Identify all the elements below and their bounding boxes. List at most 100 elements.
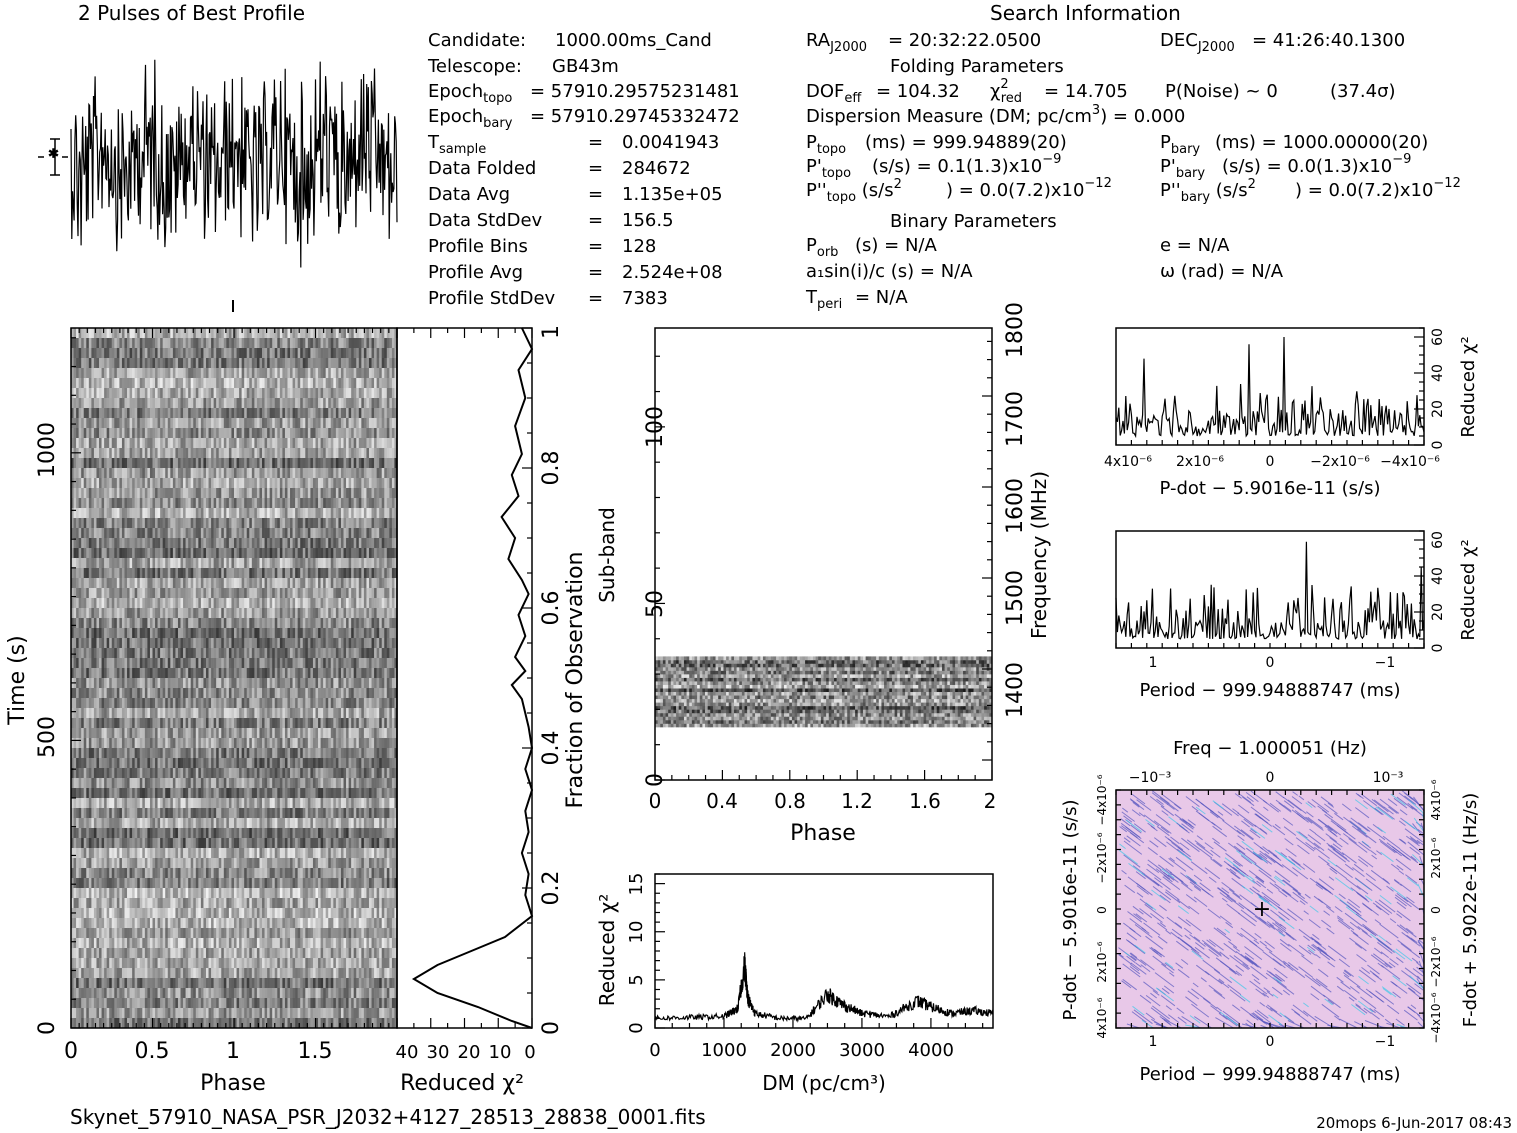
time-phase-cell [208,348,212,359]
time-phase-cell [83,458,87,469]
time-phase-cell [312,378,316,389]
time-phase-cell [239,638,242,649]
time-phase-cell [91,338,95,349]
time-phase-cell [71,348,74,359]
time-phase-cell [106,328,110,339]
time-phase-cell [307,598,311,609]
time-phase-cell [142,398,146,409]
time-phase-cell [389,448,393,459]
time-phase-cell [116,608,120,619]
time-phase-cell [86,468,90,479]
time-phase-cell [101,368,105,379]
time-phase-cell [190,438,194,449]
time-phase-cell [351,608,355,619]
time-phase-cell [73,458,77,469]
time-phase-cell [93,498,97,509]
time-phase-cell [91,578,95,589]
time-phase-cell [363,678,367,689]
time-phase-cell [300,428,304,439]
time-phase-cell [254,388,258,399]
time-phase-cell [343,638,347,649]
time-phase-cell [310,378,314,389]
time-phase-cell [116,688,120,699]
time-phase-cell [109,698,113,709]
time-phase-cell [389,348,393,359]
time-phase-cell [323,538,326,549]
time-phase-cell [127,488,130,499]
time-phase-cell [262,398,265,409]
time-phase-cell [101,568,105,579]
time-phase-cell [262,528,265,539]
time-phase-cell [183,638,186,649]
time-phase-cell [172,708,176,719]
time-phase-cell [351,398,355,409]
time-phase-cell [318,628,321,639]
time-phase-cell [346,648,349,659]
time-phase-cell [287,548,291,559]
time-phase-cell [180,588,184,599]
time-phase-cell [165,418,169,429]
time-phase-cell [333,598,337,609]
time-phase-cell [307,468,311,479]
time-phase-cell [371,678,375,689]
time-phase-cell [88,398,92,409]
time-phase-cell [302,328,306,339]
time-phase-cell [86,538,90,549]
time-phase-cell [297,508,301,519]
time-phase-cell [264,588,268,599]
time-phase-cell [394,348,398,359]
time-phase-cell [231,478,235,489]
time-phase-cell [172,418,176,429]
time-phase-cell [134,498,138,509]
time-phase-cell [172,598,176,609]
time-phase-cell [116,338,120,349]
time-phase-cell [391,428,395,439]
time-phase-cell [172,428,176,439]
time-phase-heatmap [71,328,398,1029]
time-phase-cell [149,478,153,489]
time-phase-cell [351,588,355,599]
time-phase-cell [78,398,82,409]
time-phase-cell [208,548,212,559]
time-phase-cell [228,568,232,579]
time-phase-cell [203,458,207,469]
time-phase-cell [249,338,253,349]
time-phase-cell [177,708,181,719]
time-phase-cell [267,648,270,659]
time-phase-cell [121,648,125,659]
time-phase-cell [290,528,293,539]
time-phase-cell [124,428,128,439]
time-phase-cell [208,628,212,639]
time-phase-cell [228,338,232,349]
time-phase-cell [366,658,370,669]
time-phase-cell [325,578,329,589]
time-phase-cell [234,468,237,479]
time-phase-cell [239,358,242,369]
time-phase-cell [91,608,95,619]
time-phase-cell [134,638,138,649]
time-phase-cell [267,468,270,479]
time-phase-cell [305,458,309,469]
time-phase-cell [287,368,291,379]
time-phase-cell [124,398,128,409]
time-phase-cell [195,368,199,379]
time-phase-cell [205,388,209,399]
time-phase-cell [274,478,278,489]
time-phase-cell [320,348,324,359]
time-phase-cell [256,538,260,549]
time-phase-cell [183,678,186,689]
time-phase-cell [152,398,156,409]
time-phase-cell [228,418,232,429]
time-phase-cell [295,338,298,349]
time-phase-cell [274,378,278,389]
time-phase-cell [83,358,87,369]
time-phase-cell [101,638,105,649]
time-phase-cell [149,608,153,619]
time-phase-cell [211,528,214,539]
time-phase-cell [104,508,107,519]
time-phase-cell [366,398,370,409]
time-phase-cell [366,648,370,659]
time-phase-cell [152,538,156,549]
time-phase-cell [195,348,199,359]
time-phase-cell [274,578,278,589]
